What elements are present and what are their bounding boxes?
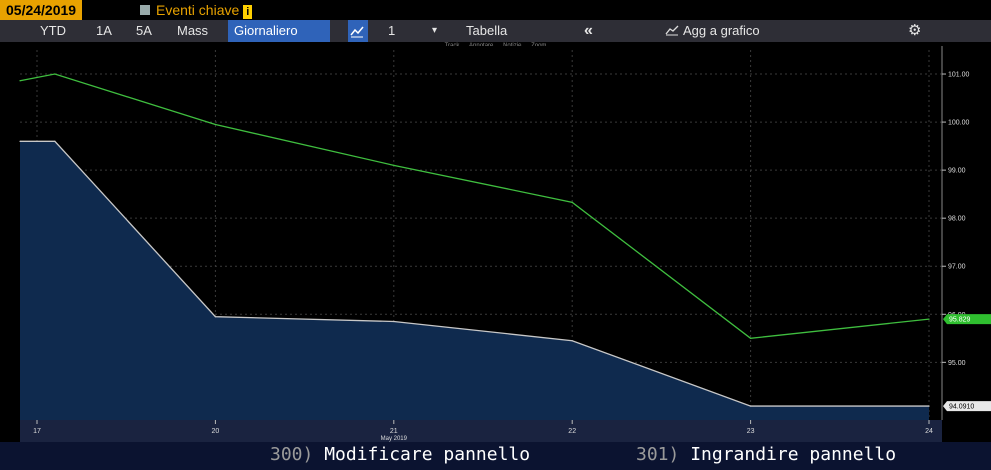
command-bar: 300) Modificare pannello 301) Ingrandire… [0,442,991,470]
y-tick-label: 101.00 [948,72,970,79]
chart-type-button[interactable] [348,20,368,42]
x-tick-label: 20 [212,428,220,435]
date-field[interactable]: 05/24/2019 [0,0,83,20]
last-price-label-0: 95.829 [949,317,971,324]
y-tick-label: 97.00 [948,264,966,271]
info-badge-icon[interactable]: i [243,5,253,19]
y-tick-label: 95.00 [948,360,966,367]
checkbox-icon[interactable] [140,5,150,15]
data-point [19,140,21,142]
modify-panel-number: 300) [270,444,314,465]
chart-toolbar: YTD 1A 5A Mass Giornaliero 1 ▾ Tabella «… [0,20,991,42]
period-select[interactable]: Giornaliero [228,20,330,42]
add-to-chart-button[interactable]: Agg a grafico [665,20,760,42]
last-price-badge-0 [943,314,991,325]
enlarge-panel-command[interactable]: 301) Ingrandire pannello [636,442,896,470]
key-events-toggle[interactable]: Eventi chiave i [140,0,253,20]
data-point [393,320,395,323]
y-tick-label: 99.00 [948,168,966,175]
x-tick-label: 23 [747,428,755,435]
y-tick-label: 98.00 [948,216,966,223]
data-point [54,140,56,142]
x-tick-label: 17 [33,428,41,435]
series-area-1 [20,141,929,420]
x-axis-band [20,420,942,442]
x-month-label: May 2019 [381,436,408,442]
data-point [214,316,216,318]
data-point [750,337,752,339]
settings-value[interactable]: 1 [388,23,396,38]
data-point [54,73,56,75]
gear-icon[interactable]: ⚙ [908,22,922,39]
enlarge-panel-number: 301) [636,444,680,465]
modify-panel-label: Modificare pannello [324,444,531,465]
modify-panel-command[interactable]: 300) Modificare pannello [270,442,530,470]
x-tick-label: 24 [925,428,933,435]
x-tick-label: 21 [390,428,398,435]
dropdown-arrow-icon[interactable]: ▾ [432,25,438,36]
range-ytd-button[interactable]: YTD [40,23,66,38]
data-point [19,80,21,82]
range-5y-button[interactable]: 5A [136,23,152,38]
data-point [393,164,395,166]
range-max-button[interactable]: Mass [177,23,209,38]
top-bar: 05/24/2019 Eventi chiave i [0,0,991,20]
last-price-label-1: 94.0910 [949,404,974,411]
price-chart[interactable]: 17 20 21 22 23 24 May 2019 101.00 100.00 99.00 98.… [0,46,991,442]
data-point [571,340,573,342]
line-chart-icon [350,26,364,38]
range-1y-button[interactable]: 1A [96,23,112,38]
collapse-double-chevron-icon[interactable]: « [584,22,593,39]
x-tick-label: 22 [568,428,576,435]
data-point [750,405,752,407]
add-to-chart-label: Agg a grafico [683,23,760,38]
period-select-label: Giornaliero [234,23,298,38]
data-point [571,201,573,203]
enlarge-panel-label: Ingrandire pannello [690,444,897,465]
data-point [928,318,930,320]
y-tick-label: 100.00 [948,120,970,127]
chart-add-icon [665,25,679,36]
data-point [214,123,216,126]
last-price-badge-1 [943,401,991,412]
data-point [928,405,930,407]
table-button[interactable]: Tabella [466,23,508,38]
key-events-label: Eventi chiave [156,2,240,18]
